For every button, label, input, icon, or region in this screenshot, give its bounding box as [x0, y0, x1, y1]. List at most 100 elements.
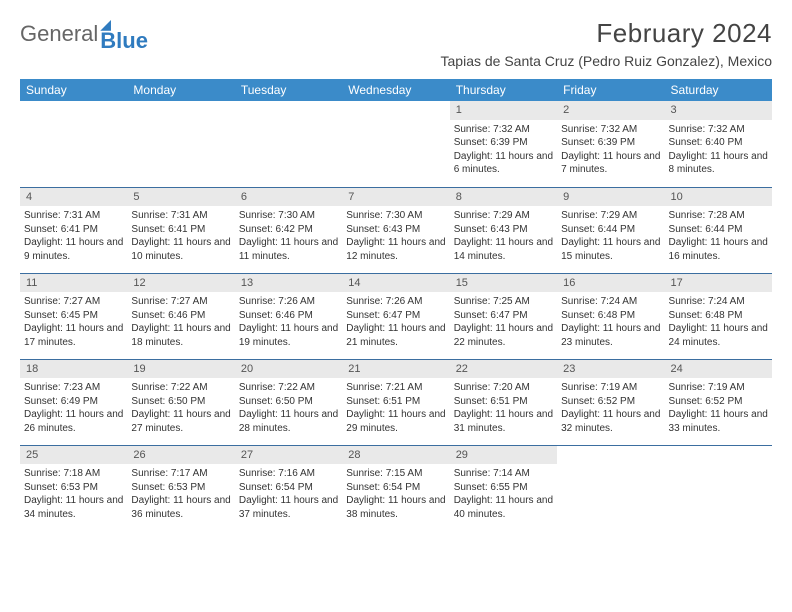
day-number: 19 — [127, 360, 234, 379]
calendar-cell: 1Sunrise: 7:32 AMSunset: 6:39 PMDaylight… — [450, 101, 557, 187]
day-number: 8 — [450, 188, 557, 207]
day-number: 27 — [235, 446, 342, 465]
calendar-cell: 14Sunrise: 7:26 AMSunset: 6:47 PMDayligh… — [342, 273, 449, 359]
day-number: 26 — [127, 446, 234, 465]
calendar-cell: 27Sunrise: 7:16 AMSunset: 6:54 PMDayligh… — [235, 445, 342, 531]
day-number: 28 — [342, 446, 449, 465]
day-number: 29 — [450, 446, 557, 465]
calendar-cell: 11Sunrise: 7:27 AMSunset: 6:45 PMDayligh… — [20, 273, 127, 359]
calendar-cell: 6Sunrise: 7:30 AMSunset: 6:42 PMDaylight… — [235, 187, 342, 273]
day-content: Sunrise: 7:21 AMSunset: 6:51 PMDaylight:… — [342, 378, 449, 439]
day-content: Sunrise: 7:18 AMSunset: 6:53 PMDaylight:… — [20, 464, 127, 525]
calendar-cell: 24Sunrise: 7:19 AMSunset: 6:52 PMDayligh… — [665, 359, 772, 445]
calendar-cell: 3Sunrise: 7:32 AMSunset: 6:40 PMDaylight… — [665, 101, 772, 187]
day-number: 12 — [127, 274, 234, 293]
calendar-cell: 25Sunrise: 7:18 AMSunset: 6:53 PMDayligh… — [20, 445, 127, 531]
calendar-cell: 18Sunrise: 7:23 AMSunset: 6:49 PMDayligh… — [20, 359, 127, 445]
weekday-header: Saturday — [665, 79, 772, 101]
day-content: Sunrise: 7:32 AMSunset: 6:39 PMDaylight:… — [557, 120, 664, 181]
day-content: Sunrise: 7:27 AMSunset: 6:45 PMDaylight:… — [20, 292, 127, 353]
month-title: February 2024 — [441, 18, 772, 49]
day-number: 23 — [557, 360, 664, 379]
calendar-cell — [342, 101, 449, 187]
calendar-cell: 19Sunrise: 7:22 AMSunset: 6:50 PMDayligh… — [127, 359, 234, 445]
day-content: Sunrise: 7:17 AMSunset: 6:53 PMDaylight:… — [127, 464, 234, 525]
day-content: Sunrise: 7:31 AMSunset: 6:41 PMDaylight:… — [20, 206, 127, 267]
day-content: Sunrise: 7:25 AMSunset: 6:47 PMDaylight:… — [450, 292, 557, 353]
calendar-cell: 22Sunrise: 7:20 AMSunset: 6:51 PMDayligh… — [450, 359, 557, 445]
day-content: Sunrise: 7:22 AMSunset: 6:50 PMDaylight:… — [127, 378, 234, 439]
day-number: 5 — [127, 188, 234, 207]
day-number: 17 — [665, 274, 772, 293]
day-number: 2 — [557, 101, 664, 120]
calendar-cell: 5Sunrise: 7:31 AMSunset: 6:41 PMDaylight… — [127, 187, 234, 273]
day-number: 13 — [235, 274, 342, 293]
weekday-header: Sunday — [20, 79, 127, 101]
day-number: 15 — [450, 274, 557, 293]
day-number: 21 — [342, 360, 449, 379]
calendar-cell: 4Sunrise: 7:31 AMSunset: 6:41 PMDaylight… — [20, 187, 127, 273]
day-number: 20 — [235, 360, 342, 379]
calendar-cell — [20, 101, 127, 187]
weekday-header: Wednesday — [342, 79, 449, 101]
day-number: 25 — [20, 446, 127, 465]
day-number: 18 — [20, 360, 127, 379]
calendar-cell: 12Sunrise: 7:27 AMSunset: 6:46 PMDayligh… — [127, 273, 234, 359]
calendar-cell: 20Sunrise: 7:22 AMSunset: 6:50 PMDayligh… — [235, 359, 342, 445]
title-block: February 2024 Tapias de Santa Cruz (Pedr… — [441, 18, 772, 69]
day-number: 9 — [557, 188, 664, 207]
calendar-cell — [235, 101, 342, 187]
weekday-header: Monday — [127, 79, 234, 101]
calendar-cell: 28Sunrise: 7:15 AMSunset: 6:54 PMDayligh… — [342, 445, 449, 531]
calendar-cell: 16Sunrise: 7:24 AMSunset: 6:48 PMDayligh… — [557, 273, 664, 359]
day-content: Sunrise: 7:28 AMSunset: 6:44 PMDaylight:… — [665, 206, 772, 267]
day-content: Sunrise: 7:30 AMSunset: 6:42 PMDaylight:… — [235, 206, 342, 267]
calendar-cell: 13Sunrise: 7:26 AMSunset: 6:46 PMDayligh… — [235, 273, 342, 359]
calendar-body: 1Sunrise: 7:32 AMSunset: 6:39 PMDaylight… — [20, 101, 772, 531]
day-number: 4 — [20, 188, 127, 207]
day-content: Sunrise: 7:23 AMSunset: 6:49 PMDaylight:… — [20, 378, 127, 439]
weekday-header: Thursday — [450, 79, 557, 101]
day-content: Sunrise: 7:32 AMSunset: 6:40 PMDaylight:… — [665, 120, 772, 181]
calendar-table: SundayMondayTuesdayWednesdayThursdayFrid… — [20, 79, 772, 531]
calendar-cell: 21Sunrise: 7:21 AMSunset: 6:51 PMDayligh… — [342, 359, 449, 445]
calendar-cell — [665, 445, 772, 531]
day-content: Sunrise: 7:26 AMSunset: 6:47 PMDaylight:… — [342, 292, 449, 353]
logo: General ◢ Blue — [20, 18, 148, 50]
day-content: Sunrise: 7:31 AMSunset: 6:41 PMDaylight:… — [127, 206, 234, 267]
calendar-cell: 7Sunrise: 7:30 AMSunset: 6:43 PMDaylight… — [342, 187, 449, 273]
day-content: Sunrise: 7:29 AMSunset: 6:43 PMDaylight:… — [450, 206, 557, 267]
header: General ◢ Blue February 2024 Tapias de S… — [20, 18, 772, 69]
calendar-cell: 10Sunrise: 7:28 AMSunset: 6:44 PMDayligh… — [665, 187, 772, 273]
day-content: Sunrise: 7:27 AMSunset: 6:46 PMDaylight:… — [127, 292, 234, 353]
day-number: 16 — [557, 274, 664, 293]
calendar-cell — [557, 445, 664, 531]
day-content: Sunrise: 7:19 AMSunset: 6:52 PMDaylight:… — [665, 378, 772, 439]
day-content: Sunrise: 7:26 AMSunset: 6:46 PMDaylight:… — [235, 292, 342, 353]
logo-text-general: General — [20, 21, 98, 47]
logo-text-blue: Blue — [100, 31, 148, 51]
calendar-cell: 17Sunrise: 7:24 AMSunset: 6:48 PMDayligh… — [665, 273, 772, 359]
day-number: 24 — [665, 360, 772, 379]
day-number: 10 — [665, 188, 772, 207]
day-content: Sunrise: 7:32 AMSunset: 6:39 PMDaylight:… — [450, 120, 557, 181]
day-content: Sunrise: 7:24 AMSunset: 6:48 PMDaylight:… — [557, 292, 664, 353]
day-content: Sunrise: 7:19 AMSunset: 6:52 PMDaylight:… — [557, 378, 664, 439]
day-content: Sunrise: 7:24 AMSunset: 6:48 PMDaylight:… — [665, 292, 772, 353]
calendar-cell — [127, 101, 234, 187]
calendar-cell: 9Sunrise: 7:29 AMSunset: 6:44 PMDaylight… — [557, 187, 664, 273]
day-content: Sunrise: 7:22 AMSunset: 6:50 PMDaylight:… — [235, 378, 342, 439]
calendar-cell: 15Sunrise: 7:25 AMSunset: 6:47 PMDayligh… — [450, 273, 557, 359]
weekday-header: Tuesday — [235, 79, 342, 101]
day-number: 6 — [235, 188, 342, 207]
calendar-cell: 23Sunrise: 7:19 AMSunset: 6:52 PMDayligh… — [557, 359, 664, 445]
weekday-header: Friday — [557, 79, 664, 101]
calendar-cell: 2Sunrise: 7:32 AMSunset: 6:39 PMDaylight… — [557, 101, 664, 187]
calendar-cell: 26Sunrise: 7:17 AMSunset: 6:53 PMDayligh… — [127, 445, 234, 531]
calendar-cell: 8Sunrise: 7:29 AMSunset: 6:43 PMDaylight… — [450, 187, 557, 273]
day-content: Sunrise: 7:14 AMSunset: 6:55 PMDaylight:… — [450, 464, 557, 525]
calendar-head: SundayMondayTuesdayWednesdayThursdayFrid… — [20, 79, 772, 101]
day-number: 1 — [450, 101, 557, 120]
day-number: 14 — [342, 274, 449, 293]
day-number: 22 — [450, 360, 557, 379]
